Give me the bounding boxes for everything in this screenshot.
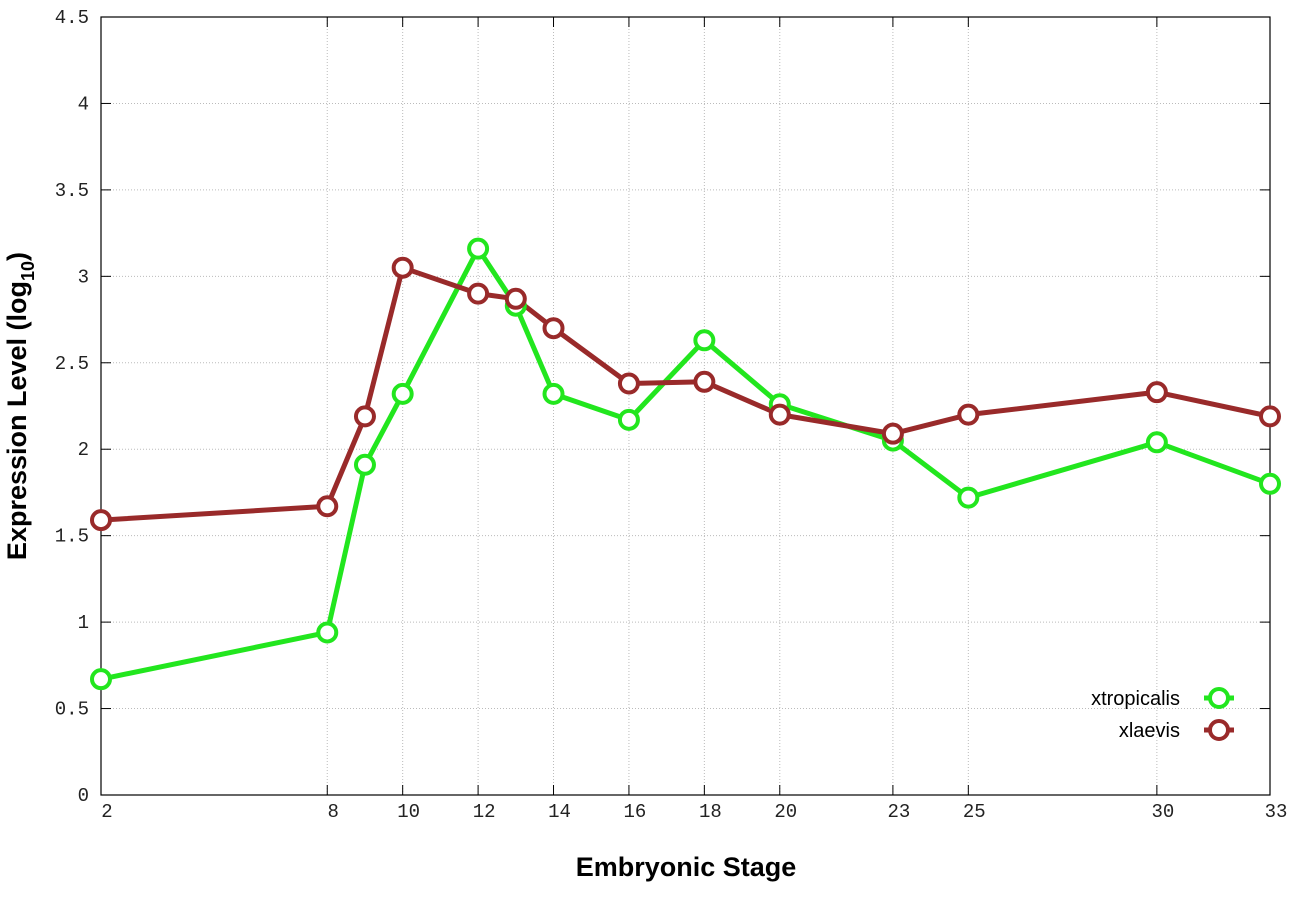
point <box>1259 405 1281 428</box>
y-tick-label: 2 <box>78 439 89 461</box>
point <box>467 237 490 260</box>
y-tick-label: 4 <box>78 93 89 115</box>
legend-marker <box>1208 687 1230 709</box>
point <box>881 422 904 445</box>
x-tick-label: 8 <box>328 801 339 823</box>
x-tick-label: 33 <box>1265 801 1288 823</box>
point <box>617 408 640 431</box>
point <box>1145 381 1168 404</box>
y-tick-label: 4.5 <box>55 7 89 29</box>
point <box>90 509 112 532</box>
point <box>1259 472 1281 495</box>
y-axis-title-main: Expression Level (log <box>2 281 32 560</box>
x-tick-label: 23 <box>887 801 910 823</box>
y-axis-title: Expression Level (log10) <box>2 252 38 560</box>
x-tick-label: 14 <box>548 801 571 823</box>
x-tick-label: 20 <box>774 801 797 823</box>
point <box>353 453 376 476</box>
x-tick-label: 12 <box>473 801 496 823</box>
y-axis-title-sub: 10 <box>18 261 38 281</box>
point <box>353 405 376 428</box>
point <box>391 256 414 279</box>
point <box>768 403 791 426</box>
plot-frame <box>100 16 1271 796</box>
point <box>504 287 527 310</box>
y-tick-label: 0 <box>78 785 89 807</box>
y-tick-label: 0.5 <box>55 699 89 721</box>
point <box>542 382 565 405</box>
x-tick-label: 2 <box>101 801 112 823</box>
x-tick-label: 30 <box>1151 801 1174 823</box>
series-line <box>100 246 1271 682</box>
legend-marker <box>1208 719 1230 741</box>
x-tick-label: 10 <box>397 801 420 823</box>
point <box>316 621 339 644</box>
point <box>542 317 565 340</box>
point <box>467 282 490 305</box>
point <box>90 668 112 691</box>
y-tick-label: 1 <box>78 612 89 634</box>
point <box>617 372 640 395</box>
y-tick-label: 1.5 <box>55 526 89 548</box>
legend-label: xlaevis <box>1119 720 1180 742</box>
x-tick-label: 25 <box>963 801 986 823</box>
y-axis-title-end: ) <box>2 252 32 261</box>
series-line <box>100 265 1271 523</box>
legend-label: xtropicalis <box>1091 688 1180 710</box>
x-tick-label: 18 <box>699 801 722 823</box>
x-tick-label: 16 <box>624 801 647 823</box>
y-tick-label: 3.5 <box>55 180 89 202</box>
point <box>1145 431 1168 454</box>
point <box>957 403 980 426</box>
y-tick-label: 3 <box>78 266 89 288</box>
point <box>693 329 716 352</box>
point <box>391 382 414 405</box>
point <box>316 495 339 518</box>
point <box>957 486 980 509</box>
point <box>693 370 716 393</box>
x-axis-title: Embryonic Stage <box>576 852 797 882</box>
y-tick-label: 2.5 <box>55 353 89 375</box>
